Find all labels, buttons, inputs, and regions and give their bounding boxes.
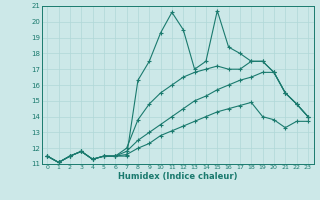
X-axis label: Humidex (Indice chaleur): Humidex (Indice chaleur) <box>118 172 237 181</box>
